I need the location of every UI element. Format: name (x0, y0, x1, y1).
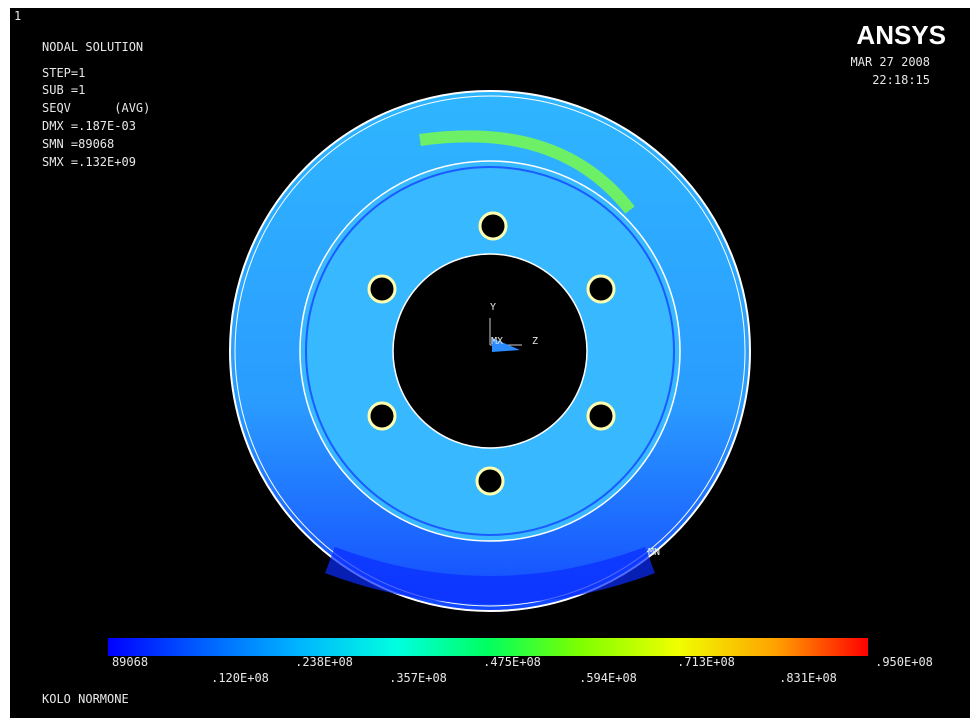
date: MAR 27 2008 (851, 55, 930, 69)
triad-y: Y (490, 302, 496, 313)
min-marker: MN (648, 547, 660, 558)
model-title: KOLO NORMONE (42, 692, 129, 706)
time: 22:18:15 (872, 73, 930, 87)
info-line: SEQV (AVG) (42, 101, 150, 115)
wheel-model (230, 91, 750, 611)
legend-label: .357E+08 (389, 671, 447, 685)
ansys-viewport: 1 NODAL SOLUTION STEP=1 SUB =1 SEQV (AVG… (0, 0, 980, 728)
info-line: SMN =89068 (42, 137, 114, 151)
info-line: SUB =1 (42, 83, 85, 97)
color-bar (108, 638, 868, 656)
triad-x: MX (491, 336, 503, 347)
legend-label: .475E+08 (483, 655, 541, 669)
legend-label: .831E+08 (779, 671, 837, 685)
info-line: DMX =.187E-03 (42, 119, 136, 133)
ansys-logo: ANSYS (856, 20, 946, 50)
legend-label: .594E+08 (579, 671, 637, 685)
legend-label: .120E+08 (211, 671, 269, 685)
info-line: SMX =.132E+09 (42, 155, 136, 169)
legend-label: .950E+08 (875, 655, 933, 669)
window-number: 1 (14, 9, 21, 23)
legend-label: .713E+08 (677, 655, 735, 669)
triad-z: Z (532, 336, 538, 347)
info-line: NODAL SOLUTION (42, 40, 143, 54)
legend-label: 89068 (112, 655, 148, 669)
legend-label: .238E+08 (295, 655, 353, 669)
info-line: STEP=1 (42, 66, 85, 80)
